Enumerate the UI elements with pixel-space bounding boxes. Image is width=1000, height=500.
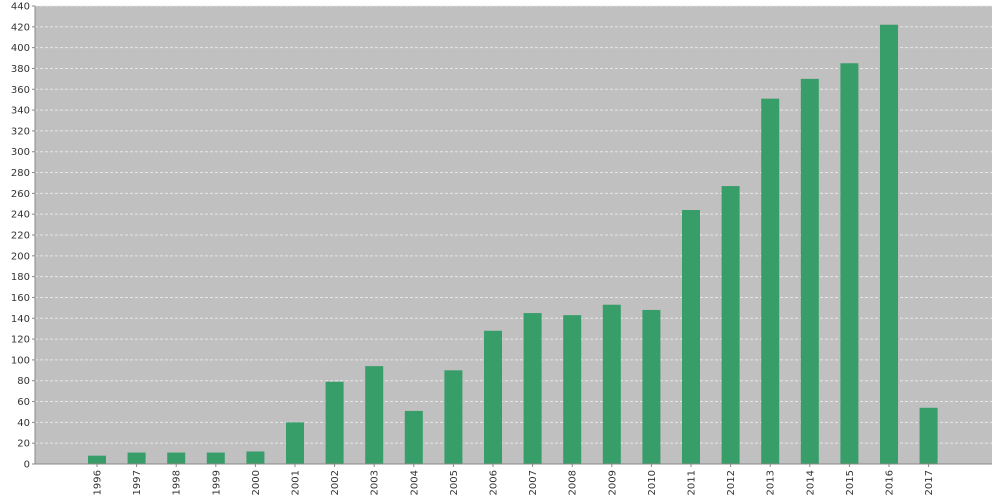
y-tick-label: 180: [11, 272, 30, 283]
y-tick-label: 140: [11, 314, 30, 325]
y-tick-label: 120: [11, 335, 30, 346]
x-tick-label: 2013: [766, 470, 777, 495]
bar-1998: [167, 452, 186, 464]
bar-2003: [365, 366, 384, 464]
y-tick-label: 340: [11, 106, 30, 117]
y-tick-label: 380: [11, 64, 30, 75]
bar-2007: [523, 313, 542, 464]
x-tick-label: 2009: [607, 470, 618, 495]
bar-2005: [444, 370, 463, 464]
y-tick-label: 260: [11, 189, 30, 200]
bar-1997: [127, 452, 146, 464]
x-tick-label: 2011: [687, 470, 698, 495]
bar-2004: [404, 410, 423, 464]
bar-2015: [840, 63, 859, 464]
y-tick-label: 300: [11, 147, 30, 158]
bar-2017: [919, 407, 938, 464]
x-tick-label: 2006: [489, 470, 500, 495]
bar-2016: [880, 24, 898, 465]
y-tick-label: 360: [11, 85, 30, 96]
x-tick-label: 1998: [172, 470, 183, 495]
bar-2006: [484, 330, 502, 464]
x-tick-label: 2007: [528, 470, 539, 495]
y-tick-label: 220: [11, 231, 30, 242]
y-tick-label: 320: [11, 126, 30, 137]
bar-2013: [761, 98, 780, 465]
x-tick-label: 1999: [211, 470, 222, 495]
y-tick-label: 80: [17, 376, 30, 387]
y-tick-labels: 0 20 40 60 80 100 120 140 160 180 200 220 240 260 280 3…: [11, 2, 35, 471]
x-tick-label: 2004: [409, 470, 420, 495]
bar-2009: [602, 304, 621, 464]
bar-2001: [286, 422, 304, 464]
bars: [88, 24, 938, 465]
x-tick-label: 2010: [647, 470, 658, 495]
x-tick-label: 2015: [845, 470, 856, 495]
y-tick-label: 400: [11, 43, 30, 54]
y-tick-label: 420: [11, 22, 30, 33]
y-tick-label: 440: [11, 2, 30, 13]
x-tick-label: 2001: [291, 470, 302, 495]
x-tick-label: 1996: [93, 470, 104, 495]
bar-1999: [206, 452, 225, 464]
x-tick-label: 2005: [449, 470, 460, 495]
x-tick-label: 2017: [924, 470, 935, 495]
bar-2008: [563, 315, 582, 464]
y-gridlines: [35, 5, 992, 444]
y-tick-label: 60: [17, 397, 30, 408]
x-tick-label: 2000: [251, 470, 262, 495]
bar-2010: [642, 309, 661, 464]
bar-1996: [88, 455, 106, 464]
x-tick-label: 2012: [726, 470, 737, 495]
y-tick-label: 240: [11, 210, 30, 221]
x-tick-label: 2003: [370, 470, 381, 495]
x-tick-label: 1997: [132, 470, 143, 495]
y-tick-label: 40: [17, 418, 30, 429]
y-tick-label: 160: [11, 293, 30, 304]
y-tick-label: 20: [17, 439, 30, 450]
x-tick-labels: 1996 1997 1998 1999 2000 2001 2002 2003 2004 2005…: [93, 464, 935, 495]
y-tick-label: 0: [24, 460, 30, 471]
y-tick-label: 280: [11, 168, 30, 179]
x-tick-label: 2014: [805, 470, 816, 495]
x-tick-label: 2008: [568, 470, 579, 495]
y-tick-label: 200: [11, 251, 30, 262]
bar-2011: [682, 210, 700, 464]
bar-2002: [325, 381, 344, 464]
bar-2014: [800, 78, 819, 464]
x-tick-label: 2002: [330, 470, 341, 495]
bar-2000: [246, 451, 265, 464]
bar-2012: [721, 186, 740, 464]
y-tick-label: 100: [11, 355, 30, 366]
x-tick-label: 2016: [885, 470, 896, 495]
